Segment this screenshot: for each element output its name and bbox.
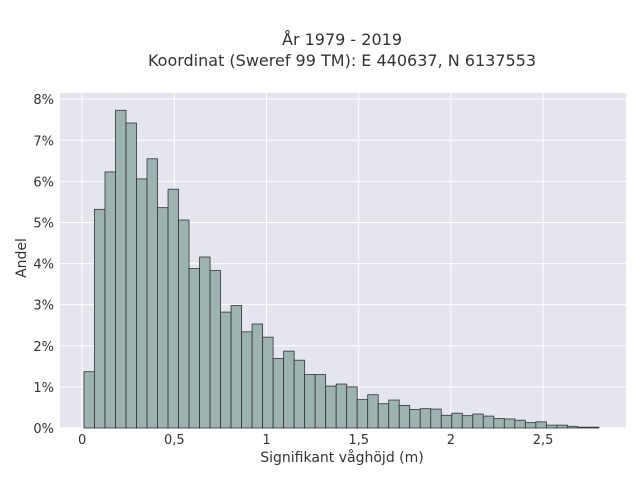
x-tick-label: 1,5 xyxy=(348,433,369,448)
y-tick-label: 1% xyxy=(33,381,54,396)
y-axis-ticks: 0% 1% 2% 3% 4% 5% 6% 7% 8% xyxy=(33,93,54,437)
histogram-bar xyxy=(94,208,106,429)
histogram-bar xyxy=(283,350,295,429)
histogram-bar xyxy=(335,383,348,429)
histogram-bar xyxy=(482,415,495,429)
y-tick-label: 6% xyxy=(33,175,54,190)
histogram-bar xyxy=(503,418,516,429)
histogram-bar xyxy=(556,424,568,429)
histogram-bar xyxy=(167,188,179,429)
histogram-bar xyxy=(325,385,337,429)
x-tick-label: 0,5 xyxy=(164,433,185,448)
histogram-bar xyxy=(104,171,116,429)
y-tick-label: 5% xyxy=(33,216,54,231)
histogram-bar xyxy=(472,413,484,429)
histogram-bar xyxy=(524,422,537,429)
x-axis-label: Signifikant våghöjd (m) xyxy=(260,449,423,466)
histogram-bar xyxy=(577,426,589,429)
chart-title: År 1979 - 2019 xyxy=(282,30,402,49)
y-tick-label: 7% xyxy=(33,134,54,149)
histogram-bar xyxy=(157,207,169,429)
histogram-bar xyxy=(230,305,242,429)
histogram-bar xyxy=(272,358,285,429)
histogram-bar xyxy=(356,399,369,429)
y-tick-label: 0% xyxy=(33,422,54,437)
y-axis-label: Andel xyxy=(14,238,30,278)
histogram-bar xyxy=(83,371,95,429)
histogram-bar xyxy=(146,158,158,429)
histogram-bar xyxy=(388,399,400,429)
histogram-bar xyxy=(125,122,137,429)
histogram-bar xyxy=(293,359,306,429)
histogram-bar xyxy=(419,408,432,429)
y-tick-label: 3% xyxy=(33,299,54,314)
y-tick-label: 2% xyxy=(33,340,54,355)
y-tick-label: 8% xyxy=(33,93,54,108)
histogram-bar xyxy=(451,412,463,429)
histogram-bar xyxy=(304,374,316,429)
histogram-bar xyxy=(440,414,453,429)
histogram-bar xyxy=(262,336,274,429)
histogram-bar xyxy=(461,415,474,429)
histogram-bar xyxy=(188,268,200,429)
histogram-bar xyxy=(514,419,526,429)
histogram-bar xyxy=(346,386,358,429)
histogram-bar xyxy=(566,425,579,429)
histogram-bar xyxy=(241,331,253,429)
histogram-bar xyxy=(209,270,221,429)
histogram-bar xyxy=(115,109,127,429)
histogram-bar xyxy=(377,403,390,429)
histogram-bar xyxy=(199,256,211,429)
histogram-bar xyxy=(136,178,148,429)
histogram-bar xyxy=(314,374,327,429)
x-axis-ticks: 0 0,5 1 1,5 2 2,5 xyxy=(78,433,553,448)
x-tick-label: 2,5 xyxy=(533,433,554,448)
histogram-bar xyxy=(545,424,558,429)
histogram-bar xyxy=(587,426,600,429)
histogram-bars xyxy=(83,109,600,429)
histogram-bar xyxy=(535,421,547,429)
histogram-bar xyxy=(220,311,232,429)
x-tick-label: 1 xyxy=(262,433,270,448)
histogram-bar xyxy=(493,418,505,429)
histogram-bar xyxy=(178,219,190,429)
histogram-bar xyxy=(251,323,264,429)
histogram-bar xyxy=(367,394,379,429)
histogram-bar xyxy=(398,404,411,429)
histogram-bar xyxy=(430,408,442,429)
x-tick-label: 2 xyxy=(447,433,455,448)
chart-subtitle: Koordinat (Sweref 99 TM): E 440637, N 61… xyxy=(148,51,536,70)
histogram-bar xyxy=(409,409,421,429)
x-tick-label: 0 xyxy=(78,433,86,448)
y-tick-label: 4% xyxy=(33,258,54,273)
